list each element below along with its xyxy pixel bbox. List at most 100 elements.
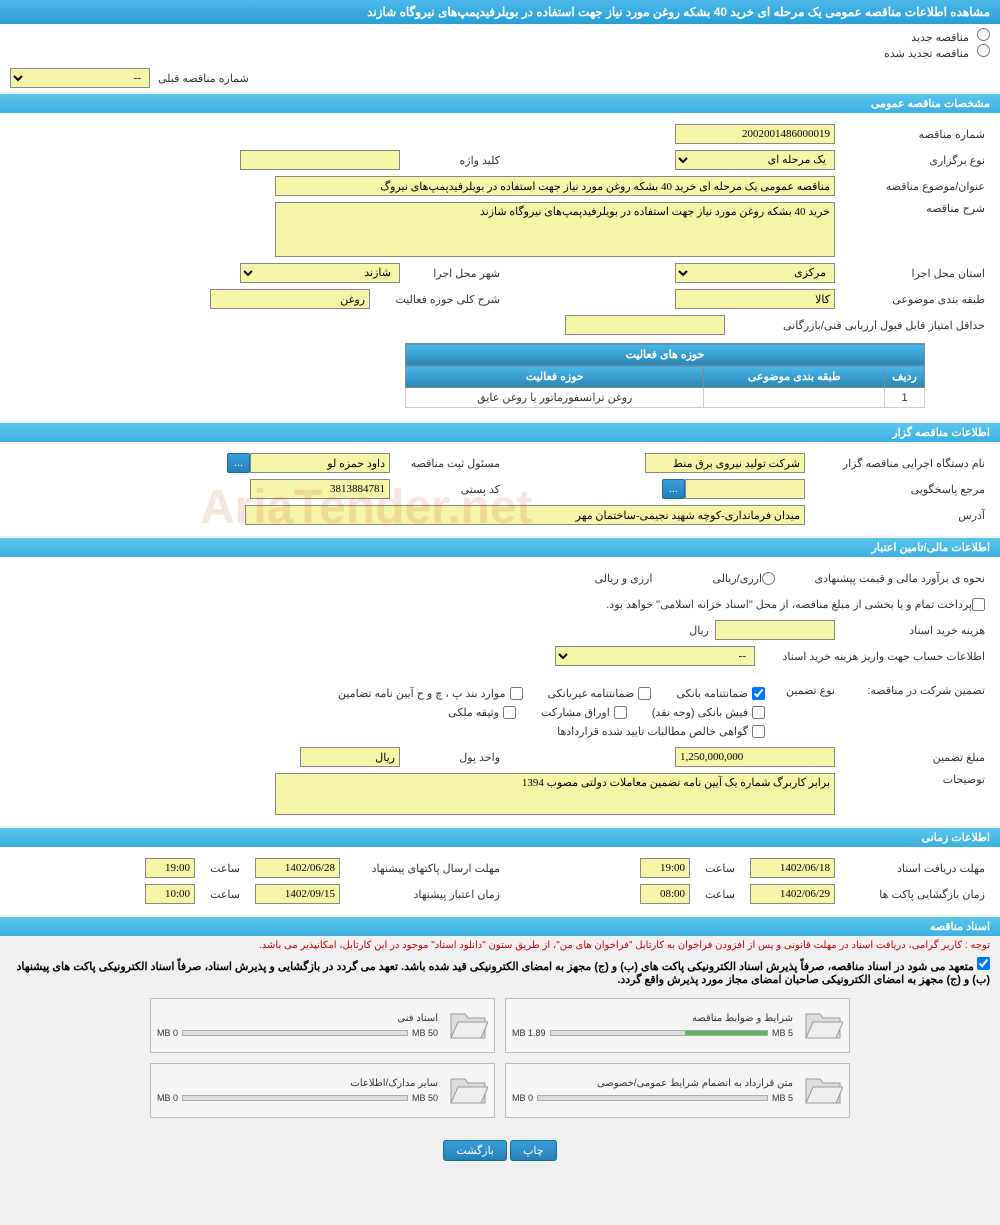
file-title: شرایط و ضوابط مناقصه: [512, 1013, 793, 1028]
folder-icon: [803, 1008, 843, 1043]
radio-renewed-label: مناقصه تجدید شده: [884, 48, 969, 60]
activity-desc-label: شرح کلی حوزه فعالیت: [370, 293, 500, 306]
activity-table: حوزه های فعالیت ردیف طبقه بندی موضوعی حو…: [405, 343, 925, 408]
manager-label: مسئول ثبت مناقصه: [390, 457, 500, 470]
account-label: اطلاعات حساب جهت واریز هزینه خرید اسناد: [755, 650, 985, 663]
radio-new-label: مناقصه جدید: [911, 32, 969, 44]
file-grid: شرایط و ضوابط مناقصه 5 MB 1.89 MB اسناد …: [0, 988, 1000, 1128]
file-title: سایر مدارک/اطلاعات: [157, 1078, 438, 1093]
section-documents: اسناد مناقصه: [0, 917, 1000, 936]
subject-label: عنوان/موضوع مناقصه: [835, 180, 985, 193]
folder-icon: [803, 1073, 843, 1108]
col-category: طبقه بندی موضوعی: [704, 366, 885, 388]
print-button[interactable]: چاپ: [510, 1140, 557, 1161]
folder-icon: [448, 1008, 488, 1043]
rial-label: ریال: [689, 624, 715, 637]
section-bidder: اطلاعات مناقصه گزار: [0, 423, 1000, 442]
chk-clauses[interactable]: [510, 687, 523, 700]
file-box-1[interactable]: اسناد فنی 50 MB 0 MB: [150, 998, 495, 1053]
doc-note-red: توجه : کاربر گرامی، دریافت اسناد در مهلت…: [0, 936, 1000, 955]
chk-islamic[interactable]: [972, 598, 985, 611]
estimate-label: نحوه ی برآورد مالی و قیمت پیشنهادی: [775, 572, 985, 585]
city-select[interactable]: شازند: [240, 263, 400, 283]
section-general: مشخصات مناقصه عمومی: [0, 94, 1000, 113]
notes-label: توضیحات: [835, 773, 985, 786]
subject-input[interactable]: [275, 176, 835, 196]
chk-commit[interactable]: [977, 957, 990, 970]
org-label: نام دستگاه اجرایی مناقصه گزار: [805, 457, 985, 470]
receive-date[interactable]: [750, 858, 835, 878]
table-row: 1 روغن ترانسفورماتور یا روغن عایق: [406, 388, 925, 408]
file-title: اسناد فنی: [157, 1013, 438, 1028]
activity-desc-input[interactable]: [210, 289, 370, 309]
islamic-note: پرداخت تمام و یا بخشی از مبلغ مناقصه، از…: [606, 598, 972, 611]
desc-label: شرح مناقصه: [835, 202, 985, 215]
send-label: مهلت ارسال پاکتهای پیشنهاد: [340, 862, 500, 875]
keyword-input[interactable]: [240, 150, 400, 170]
send-date[interactable]: [255, 858, 340, 878]
receive-time[interactable]: [640, 858, 690, 878]
open-date[interactable]: [750, 884, 835, 904]
page-title: مشاهده اطلاعات مناقصه عمومی یک مرحله ای …: [0, 0, 1000, 24]
tender-no-label: شماره مناقصه: [835, 128, 985, 141]
unit-input[interactable]: [300, 747, 400, 767]
open-time[interactable]: [640, 884, 690, 904]
validity-time[interactable]: [145, 884, 195, 904]
radio-arzi-riyali[interactable]: [762, 572, 775, 585]
chk-fish[interactable]: [752, 706, 765, 719]
chk-cert[interactable]: [752, 725, 765, 738]
amount-input[interactable]: [675, 747, 835, 767]
province-select[interactable]: مرکزی: [675, 263, 835, 283]
category-input[interactable]: [675, 289, 835, 309]
section-timing: اطلاعات زمانی: [0, 828, 1000, 847]
type-select[interactable]: یک مرحله ای: [675, 150, 835, 170]
ref-label: مرجع پاسخگویی: [805, 483, 985, 496]
postal-label: کد پستی: [390, 483, 500, 496]
chk-bank[interactable]: [752, 687, 765, 700]
tender-type-radios: مناقصه جدید مناقصه تجدید شده: [0, 24, 1000, 64]
col-activity: حوزه فعالیت: [406, 366, 704, 388]
file-box-3[interactable]: سایر مدارک/اطلاعات 50 MB 0 MB: [150, 1063, 495, 1118]
notes-textarea[interactable]: [275, 773, 835, 815]
min-score-label: حداقل امتیاز قابل قبول ارزیابی فنی/بازرگ…: [725, 319, 985, 332]
file-box-0[interactable]: شرایط و ضوابط مناقصه 5 MB 1.89 MB: [505, 998, 850, 1053]
manager-input[interactable]: [250, 453, 390, 473]
ref-lookup-button[interactable]: ...: [662, 479, 685, 499]
type-label: نوع برگزاری: [835, 154, 985, 167]
time-lbl4: ساعت: [195, 888, 255, 901]
keyword-label: کلید واژه: [400, 154, 500, 167]
doc-cost-label: هزینه خرید اسناد: [835, 624, 985, 637]
tender-no-input[interactable]: [675, 124, 835, 144]
guarantee-type-label: نوع تضمین: [765, 684, 835, 697]
address-input[interactable]: [245, 505, 805, 525]
folder-icon: [448, 1073, 488, 1108]
category-label: طبقه بندی موضوعی: [835, 293, 985, 306]
file-title: متن قرارداد به انضمام شرایط عمومی/خصوصی: [512, 1078, 793, 1093]
address-label: آدرس: [805, 509, 985, 522]
chk-property[interactable]: [503, 706, 516, 719]
file-box-2[interactable]: متن قرارداد به انضمام شرایط عمومی/خصوصی …: [505, 1063, 850, 1118]
validity-date[interactable]: [255, 884, 340, 904]
radio-new-tender[interactable]: [977, 28, 990, 41]
time-lbl3: ساعت: [195, 862, 255, 875]
account-select[interactable]: --: [555, 646, 755, 666]
send-time[interactable]: [145, 858, 195, 878]
activity-table-title: حوزه های فعالیت: [406, 344, 925, 366]
doc-cost-input[interactable]: [715, 620, 835, 640]
col-row: ردیف: [885, 366, 925, 388]
prev-tender-select[interactable]: --: [10, 68, 150, 88]
min-score-input[interactable]: [565, 315, 725, 335]
unit-label: واحد پول: [400, 751, 500, 764]
time-lbl1: ساعت: [690, 862, 750, 875]
back-button[interactable]: بازگشت: [443, 1140, 507, 1161]
org-input[interactable]: [645, 453, 805, 473]
manager-lookup-button[interactable]: ...: [227, 453, 250, 473]
ref-input[interactable]: [685, 479, 805, 499]
doc-note-black: متعهد می شود در اسناد مناقصه، صرفاً پذیر…: [0, 955, 1000, 988]
chk-share[interactable]: [614, 706, 627, 719]
postal-input[interactable]: [250, 479, 390, 499]
chk-nonbank[interactable]: [638, 687, 651, 700]
desc-textarea[interactable]: [275, 202, 835, 257]
province-label: استان محل اجرا: [835, 267, 985, 280]
radio-renewed-tender[interactable]: [977, 44, 990, 57]
